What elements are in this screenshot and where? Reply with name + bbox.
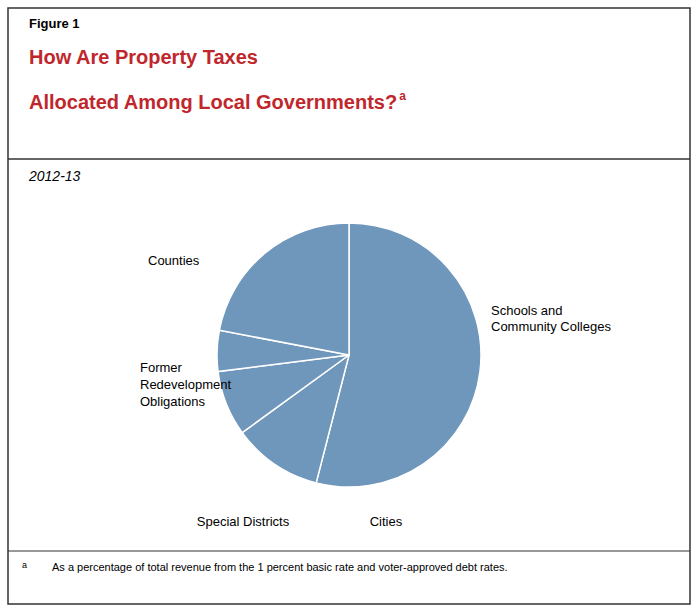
footnote: As a percentage of total revenue from th… (52, 561, 508, 573)
slice-label: FormerRedevelopmentObligations (140, 360, 231, 409)
footnote-label: a (22, 560, 27, 570)
frame (8, 8, 690, 604)
title: How Are Property TaxesAllocated Among Lo… (29, 46, 397, 113)
slice-label: Special Districts (197, 514, 290, 529)
slice-label: Schools andCommunity Colleges (491, 302, 611, 334)
subtitle: 2012-13 (28, 168, 81, 184)
slice-label: Counties (148, 253, 200, 268)
header-separator (8, 158, 690, 160)
title-superscript: a (399, 89, 406, 103)
pie-slice (219, 223, 349, 355)
chart: Figure 1 How Are Property TaxesAllocated … (0, 0, 698, 612)
figure-label: Figure 1 (29, 16, 80, 31)
footnote-separator (8, 551, 690, 552)
pie (217, 223, 481, 487)
slice-label: Cities (370, 514, 403, 529)
